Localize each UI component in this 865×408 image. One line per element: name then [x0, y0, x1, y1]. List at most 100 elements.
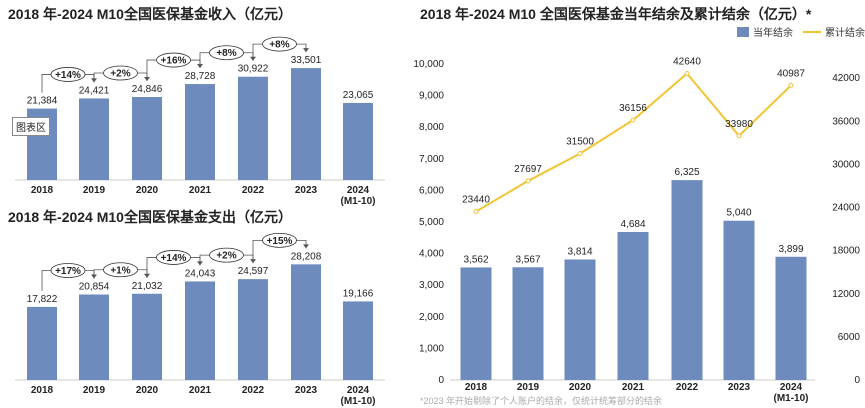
- line-data-label: 33980: [725, 119, 753, 130]
- data-label: 17,822: [27, 294, 58, 305]
- bar: [79, 98, 109, 180]
- growth-badge: [103, 65, 138, 81]
- data-label: 33,501: [291, 55, 322, 66]
- y-left-tick-label: 7,000: [419, 154, 444, 165]
- y-right-tick-label: 12000: [832, 289, 860, 300]
- line-data-label: 27697: [514, 164, 542, 175]
- bar: [291, 68, 321, 180]
- growth-label: +17%: [55, 266, 81, 277]
- data-label: 3,562: [463, 254, 488, 265]
- data-label: 5,040: [726, 208, 751, 219]
- line-data-label: 40987: [777, 68, 805, 79]
- growth-badge: [50, 67, 86, 82]
- data-label: 24,421: [79, 85, 110, 96]
- y-left-tick-label: 3,000: [419, 280, 444, 291]
- x-tick-label: 2022: [676, 382, 699, 393]
- growth-badge: [103, 262, 138, 278]
- growth-label: +8%: [216, 48, 236, 59]
- bar: [671, 180, 703, 380]
- data-label: 30,922: [238, 64, 269, 75]
- bar: [775, 256, 807, 380]
- growth-badge: [209, 45, 244, 61]
- growth-badge: [262, 36, 297, 52]
- balance-chart-title: 2018 年-2024 M10 全国医保基金当年结余及累计结余（亿元）*: [420, 6, 812, 22]
- y-right-tick-label: 42000: [832, 73, 860, 84]
- x-tick-label: 2019: [83, 185, 106, 196]
- x-tick-label: 2023: [295, 385, 318, 396]
- bar: [185, 84, 215, 180]
- y-right-tick-label: 24000: [832, 203, 860, 214]
- line-data-label: 36156: [619, 103, 647, 114]
- growth-label: +15%: [267, 236, 293, 247]
- line-point: [473, 209, 479, 215]
- cumulative-line: [475, 72, 792, 213]
- data-label: 19,166: [343, 288, 374, 299]
- growth-label: +16%: [161, 56, 187, 67]
- data-label: 24,846: [132, 84, 163, 95]
- bar: [617, 231, 649, 380]
- bar: [79, 294, 109, 380]
- arrow-head-icon: [303, 48, 309, 53]
- data-label: 4,684: [620, 219, 645, 230]
- growth-badge: [156, 52, 191, 68]
- growth-badge: [156, 250, 191, 265]
- bar: [564, 259, 596, 380]
- growth-label: +14%: [55, 70, 81, 81]
- legend-line-swatch: [803, 30, 821, 33]
- line-data-label: 31500: [566, 137, 594, 148]
- x-tick-label: 2022: [242, 185, 265, 196]
- bar: [291, 264, 321, 380]
- y-right-tick-label: 30000: [832, 159, 860, 170]
- bar: [132, 293, 162, 380]
- x-tick-label: 2018: [31, 385, 54, 396]
- x-tick-label: 2021: [622, 382, 645, 393]
- data-label: 3,567: [515, 254, 540, 265]
- y-left-tick-label: 10,000: [413, 59, 444, 70]
- y-left-tick-label: 1,000: [419, 343, 444, 354]
- line-point: [525, 178, 531, 184]
- x-tick-label: 2018: [31, 185, 54, 196]
- data-label: 6,325: [674, 167, 699, 178]
- bar: [132, 97, 162, 180]
- bar: [343, 301, 373, 380]
- legend-bar-swatch: [737, 26, 749, 37]
- y-left-tick-label: 4,000: [419, 249, 444, 260]
- data-label: 28,208: [291, 251, 322, 262]
- growth-badge: [262, 232, 297, 248]
- line-point: [577, 151, 583, 157]
- y-right-tick-label: 0: [854, 375, 860, 386]
- growth-badge: [209, 247, 244, 263]
- data-label: 20,854: [79, 281, 110, 292]
- legend-line-label: 累计结余: [825, 28, 865, 39]
- data-label: 3,814: [567, 246, 592, 257]
- chart-area-tooltip: 图表区: [12, 117, 50, 136]
- x-tick-label: 2021: [189, 385, 212, 396]
- x-tick-label: 2023: [728, 382, 751, 393]
- line-point: [736, 133, 742, 139]
- bar: [723, 220, 755, 380]
- line-data-label: 42640: [673, 57, 701, 68]
- y-left-tick-label: 9,000: [419, 91, 444, 102]
- x-tick-label: 2020: [569, 382, 592, 393]
- x-tick-label: 2020: [136, 385, 159, 396]
- x-tick-label: 2024: [780, 382, 803, 393]
- data-label: 21,384: [27, 96, 58, 107]
- data-label: 28,728: [185, 71, 216, 82]
- data-label: 21,032: [132, 281, 163, 292]
- arrow-head-icon: [303, 244, 309, 249]
- y-left-tick-label: 0: [438, 375, 444, 386]
- line-point: [630, 117, 636, 123]
- data-label: 24,597: [238, 266, 269, 277]
- x-tick-label: 2019: [517, 382, 540, 393]
- growth-label: +8%: [269, 40, 289, 51]
- bar: [512, 267, 544, 380]
- y-right-tick-label: 18000: [832, 246, 860, 257]
- y-left-tick-label: 5,000: [419, 217, 444, 228]
- x-tick-label: 2022: [242, 385, 265, 396]
- data-label: 23,065: [343, 90, 374, 101]
- bar: [460, 267, 492, 380]
- legend-bar-label: 当年结余: [753, 28, 793, 39]
- data-label: 24,043: [185, 268, 216, 279]
